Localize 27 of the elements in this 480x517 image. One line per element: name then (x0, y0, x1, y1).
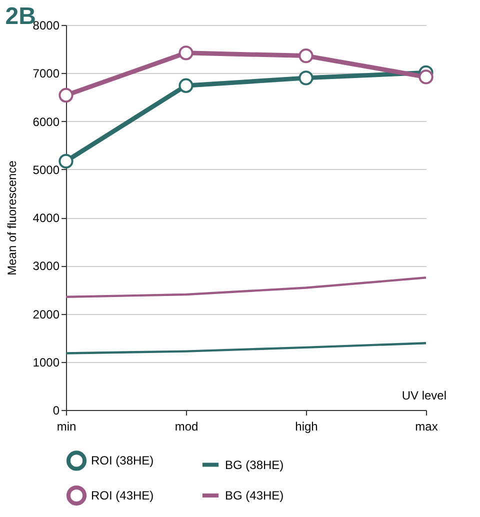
legend-label: ROI (38HE) (91, 454, 154, 468)
point (178, 46, 194, 60)
x-tick-label: max (415, 420, 438, 434)
x-axis-title: UV level (402, 388, 446, 402)
point (178, 78, 194, 93)
point (58, 154, 74, 169)
x-tick-label: high (295, 420, 318, 434)
y-tick-label: 6000 (32, 114, 60, 129)
y-tick-label: 2000 (32, 307, 60, 322)
line-series (64, 342, 428, 354)
x-tick-label: min (56, 420, 76, 434)
line-series (64, 276, 428, 298)
legend-label: ROI (43HE) (91, 488, 154, 502)
legend-label: BG (38HE) (225, 458, 284, 472)
point (298, 48, 314, 64)
point (418, 70, 434, 84)
y-tick-label: 5000 (32, 162, 60, 177)
y-tick-label: 0 (52, 404, 60, 418)
y-tick-label: 3000 (32, 259, 60, 274)
x-tick-label: mod (174, 420, 198, 434)
y-tick-label: 7000 (32, 66, 60, 81)
y-axis-title: Mean of fluorescence (4, 160, 19, 276)
y-tick-label: 1000 (32, 355, 60, 370)
point (58, 88, 74, 103)
y-tick-label: 4000 (32, 211, 60, 225)
point (298, 70, 314, 86)
legend-label: BG (43HE) (225, 488, 284, 502)
